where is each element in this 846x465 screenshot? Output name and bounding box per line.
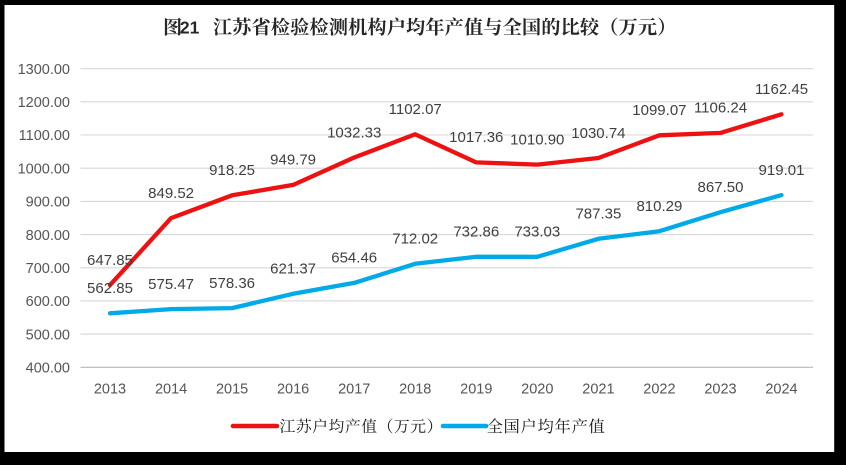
svg-text:867.50: 867.50 — [698, 179, 744, 196]
svg-text:2024: 2024 — [765, 382, 797, 398]
svg-text:800.00: 800.00 — [26, 228, 70, 244]
svg-text:1162.45: 1162.45 — [755, 81, 808, 98]
svg-text:578.36: 578.36 — [209, 275, 255, 292]
svg-text:1300.00: 1300.00 — [18, 62, 70, 78]
svg-text:2014: 2014 — [155, 382, 187, 398]
svg-text:621.37: 621.37 — [270, 261, 316, 278]
svg-text:2015: 2015 — [216, 382, 248, 398]
svg-text:1100.00: 1100.00 — [19, 128, 70, 144]
svg-text:2016: 2016 — [277, 382, 309, 398]
svg-text:949.79: 949.79 — [270, 152, 316, 169]
svg-text:2020: 2020 — [521, 382, 553, 398]
svg-text:712.02: 712.02 — [392, 231, 438, 248]
svg-text:2021: 2021 — [582, 382, 614, 398]
svg-text:2019: 2019 — [460, 382, 492, 398]
svg-text:1032.33: 1032.33 — [327, 124, 381, 141]
svg-text:2023: 2023 — [704, 382, 736, 398]
svg-text:1102.07: 1102.07 — [389, 101, 442, 118]
svg-text:500.00: 500.00 — [26, 327, 70, 343]
svg-text:918.25: 918.25 — [209, 162, 255, 179]
svg-text:700.00: 700.00 — [26, 261, 70, 277]
svg-text:810.29: 810.29 — [636, 198, 682, 215]
svg-text:2018: 2018 — [399, 382, 431, 398]
svg-text:654.46: 654.46 — [331, 250, 377, 267]
svg-text:21: 21 — [180, 18, 200, 38]
svg-text:2022: 2022 — [643, 382, 675, 398]
svg-text:1106.24: 1106.24 — [694, 100, 747, 117]
svg-text:1200.00: 1200.00 — [18, 95, 70, 111]
svg-text:733.03: 733.03 — [514, 224, 560, 241]
svg-text:562.85: 562.85 — [87, 280, 133, 297]
svg-text:900.00: 900.00 — [26, 195, 70, 211]
svg-text:600.00: 600.00 — [26, 294, 70, 310]
svg-text:1010.90: 1010.90 — [510, 131, 564, 148]
svg-text:919.01: 919.01 — [759, 162, 805, 179]
svg-text:1000.00: 1000.00 — [18, 161, 70, 177]
svg-text:2013: 2013 — [94, 382, 126, 398]
svg-text:787.35: 787.35 — [575, 206, 621, 223]
svg-text:2017: 2017 — [338, 382, 370, 398]
svg-text:575.47: 575.47 — [148, 276, 194, 293]
svg-text:849.52: 849.52 — [148, 185, 194, 202]
svg-text:1030.74: 1030.74 — [571, 125, 625, 142]
svg-text:400.00: 400.00 — [26, 361, 70, 377]
svg-text:1017.36: 1017.36 — [449, 129, 503, 146]
svg-text:647.85: 647.85 — [87, 252, 133, 269]
svg-text:732.86: 732.86 — [453, 224, 499, 241]
svg-text:1099.07: 1099.07 — [632, 102, 686, 119]
